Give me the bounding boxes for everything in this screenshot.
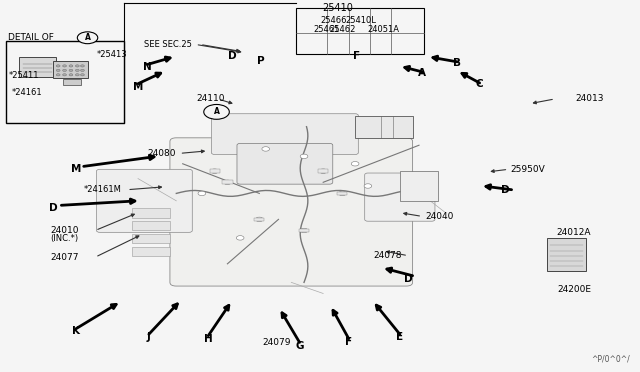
Text: *25411: *25411 <box>8 71 39 80</box>
Text: 25466: 25466 <box>320 16 347 25</box>
Bar <box>222 180 232 184</box>
Text: P: P <box>257 56 265 66</box>
Circle shape <box>236 235 244 240</box>
Text: 24051A: 24051A <box>368 25 400 34</box>
FancyBboxPatch shape <box>53 61 88 78</box>
Circle shape <box>76 74 79 76</box>
FancyBboxPatch shape <box>211 114 358 154</box>
Circle shape <box>63 74 67 76</box>
Bar <box>132 221 170 231</box>
Text: *25413: *25413 <box>97 50 127 59</box>
Circle shape <box>76 65 79 67</box>
Bar <box>400 171 438 201</box>
Circle shape <box>81 69 84 71</box>
Text: SEE SEC.25: SEE SEC.25 <box>145 40 192 49</box>
Text: DETAIL OF: DETAIL OF <box>8 33 54 42</box>
Text: F: F <box>345 337 352 347</box>
Circle shape <box>300 154 308 158</box>
FancyBboxPatch shape <box>97 169 192 232</box>
Text: M: M <box>133 82 143 92</box>
Bar <box>337 192 348 195</box>
Circle shape <box>262 147 269 151</box>
Text: D: D <box>228 51 237 61</box>
Text: E: E <box>396 332 403 342</box>
Text: 24200E: 24200E <box>557 285 591 294</box>
FancyBboxPatch shape <box>365 173 435 221</box>
Text: D: D <box>404 274 412 284</box>
Text: 25462: 25462 <box>330 25 356 34</box>
Circle shape <box>81 65 84 67</box>
Text: A: A <box>418 68 426 78</box>
Circle shape <box>351 161 359 166</box>
Circle shape <box>76 69 79 71</box>
Bar <box>132 247 170 256</box>
Circle shape <box>56 65 60 67</box>
Bar <box>355 116 413 138</box>
Text: 25410: 25410 <box>323 3 353 13</box>
Text: G: G <box>295 341 304 351</box>
Text: 25461: 25461 <box>313 25 340 34</box>
Bar <box>299 229 309 232</box>
Text: C: C <box>476 79 483 89</box>
Text: (INC.*): (INC.*) <box>50 234 78 243</box>
Circle shape <box>198 191 205 196</box>
FancyBboxPatch shape <box>237 143 333 184</box>
Circle shape <box>300 228 308 233</box>
Text: 25950V: 25950V <box>510 165 545 174</box>
Circle shape <box>69 69 73 71</box>
Text: 24110: 24110 <box>196 94 225 103</box>
Text: 24078: 24078 <box>373 251 401 260</box>
Text: K: K <box>72 326 80 336</box>
FancyBboxPatch shape <box>19 57 56 77</box>
Circle shape <box>56 69 60 71</box>
Circle shape <box>63 65 67 67</box>
Text: A: A <box>214 108 220 116</box>
Circle shape <box>56 74 60 76</box>
Circle shape <box>364 184 372 188</box>
Text: 24013: 24013 <box>575 94 604 103</box>
FancyBboxPatch shape <box>547 238 586 271</box>
Bar <box>209 169 220 173</box>
Text: 24080: 24080 <box>148 149 176 158</box>
Text: H: H <box>204 334 212 344</box>
Text: *24161: *24161 <box>12 88 43 97</box>
Bar <box>318 169 328 173</box>
Text: N: N <box>143 62 152 73</box>
FancyBboxPatch shape <box>170 138 413 286</box>
Text: J: J <box>147 332 151 342</box>
Text: A: A <box>84 33 90 42</box>
Text: 24077: 24077 <box>50 253 78 262</box>
Text: M: M <box>71 164 81 174</box>
Circle shape <box>255 217 263 222</box>
Text: D: D <box>49 203 58 213</box>
Circle shape <box>63 69 67 71</box>
Text: 24079: 24079 <box>262 338 291 347</box>
Circle shape <box>204 105 229 119</box>
Bar <box>132 234 170 243</box>
Circle shape <box>69 65 73 67</box>
Bar <box>6 41 124 123</box>
Text: *24161M: *24161M <box>84 185 122 194</box>
Circle shape <box>319 169 327 173</box>
Bar <box>254 218 264 221</box>
Text: 24040: 24040 <box>426 212 454 221</box>
Circle shape <box>69 74 73 76</box>
Circle shape <box>211 169 218 173</box>
FancyBboxPatch shape <box>63 78 81 85</box>
Text: B: B <box>453 58 461 68</box>
Circle shape <box>77 32 98 44</box>
Text: ^P/0^0^/: ^P/0^0^/ <box>591 354 630 363</box>
Text: 25410L: 25410L <box>346 16 376 25</box>
Circle shape <box>223 180 231 185</box>
Text: F: F <box>353 51 360 61</box>
Text: D: D <box>501 186 509 195</box>
Circle shape <box>339 191 346 196</box>
Bar <box>296 8 424 54</box>
Text: 24012A: 24012A <box>556 228 591 237</box>
Circle shape <box>81 74 84 76</box>
Bar <box>132 208 170 218</box>
Text: 24010: 24010 <box>50 226 78 235</box>
